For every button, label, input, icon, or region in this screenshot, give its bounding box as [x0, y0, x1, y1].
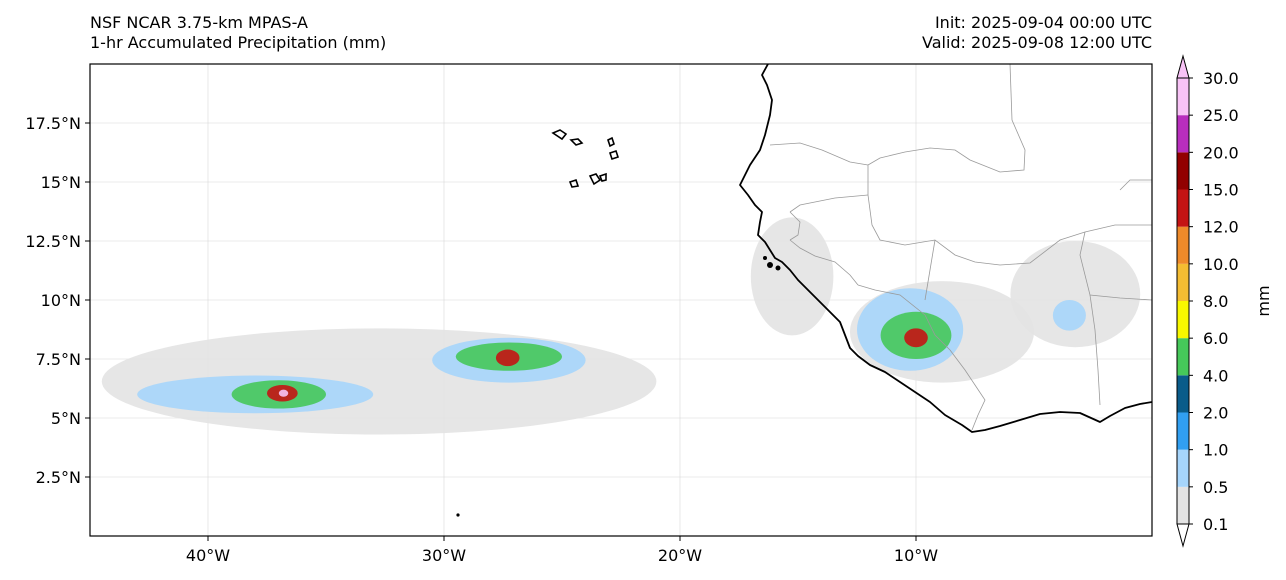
colorbar-segment — [1177, 412, 1189, 450]
colorbar-segment — [1177, 486, 1189, 524]
lat-tick-label: 17.5°N — [25, 114, 81, 133]
colorbar-segment — [1177, 115, 1189, 153]
colorbar-extend-max — [1176, 54, 1190, 79]
colorbar-tick-label: 12.0 — [1203, 218, 1239, 237]
lon-tick-label: 40°W — [186, 546, 230, 565]
lon-tick-label: 20°W — [658, 546, 702, 565]
precip-area — [495, 349, 520, 367]
precipitation-field — [101, 217, 1141, 435]
init-time: Init: 2025-09-04 00:00 UTC — [934, 13, 1152, 32]
colorbar-tick-label: 15.0 — [1203, 181, 1239, 200]
colorbar-segment — [1177, 152, 1189, 190]
lat-tick-label: 5°N — [51, 409, 81, 428]
colorbar-tick-label: 4.0 — [1203, 366, 1228, 385]
map-title: NSF NCAR 3.75-km MPAS-A 1-hr Accumulated… — [90, 13, 386, 53]
colorbar-tick-label: 30.0 — [1203, 69, 1239, 88]
colorbar-extend-min — [1176, 523, 1190, 548]
coastal-islands — [456, 256, 781, 517]
colorbar-tick-label: 0.5 — [1203, 478, 1228, 497]
precip-area — [1010, 241, 1141, 348]
colorbar-tick-label: 2.0 — [1203, 404, 1228, 423]
axis-ticks: 40°W 30°W 20°W 10°W 2.5°N 5°N 7.5°N 10°N 12.5°N 1… — [25, 114, 938, 565]
colorbar-tick-label: 20.0 — [1203, 143, 1239, 162]
lat-tick-label: 15°N — [41, 173, 81, 192]
colorbar-tick-label: 8.0 — [1203, 292, 1228, 311]
colorbar-unit-label: mm — [1254, 285, 1273, 316]
colorbar-tick-label: 25.0 — [1203, 106, 1239, 125]
precip-area — [750, 217, 834, 336]
precip-area — [1052, 300, 1086, 331]
cape-verde-islands — [551, 129, 620, 188]
colorbar-segment — [1177, 375, 1189, 413]
colorbar-tick-label: 10.0 — [1203, 255, 1239, 274]
colorbar-segment — [1177, 226, 1189, 264]
lon-tick-label: 30°W — [422, 546, 466, 565]
lat-tick-label: 2.5°N — [36, 468, 81, 487]
colorbar-segment — [1177, 449, 1189, 487]
colorbar-segment — [1177, 301, 1189, 339]
field-name: 1-hr Accumulated Precipitation (mm) — [90, 33, 387, 52]
colorbar: 0.1 0.5 1.0 2.0 4.0 6.0 8.0 10.0 12.0 15.0 20.0 25.… — [1176, 54, 1273, 548]
lon-tick-label: 10°W — [894, 546, 938, 565]
lat-tick-label: 7.5°N — [36, 350, 81, 369]
lat-tick-label: 12.5°N — [25, 232, 81, 251]
colorbar-tick-label: 1.0 — [1203, 441, 1228, 460]
colorbar-tick-label: 6.0 — [1203, 329, 1228, 348]
lat-tick-label: 10°N — [41, 291, 81, 310]
country-borders — [769, 64, 1152, 431]
precip-area — [278, 389, 289, 397]
colorbar-segment — [1177, 78, 1189, 116]
precip-area — [904, 328, 928, 348]
colorbar-segment — [1177, 189, 1189, 227]
time-info: Init: 2025-09-04 00:00 UTC Valid: 2025-0… — [922, 13, 1152, 53]
valid-time: Valid: 2025-09-08 12:00 UTC — [921, 33, 1152, 52]
colorbar-tick-label: 0.1 — [1203, 515, 1228, 534]
model-name: NSF NCAR 3.75-km MPAS-A — [90, 13, 308, 32]
colorbar-segment — [1177, 338, 1189, 376]
colorbar-segment — [1177, 263, 1189, 301]
coastline — [739, 64, 1152, 433]
